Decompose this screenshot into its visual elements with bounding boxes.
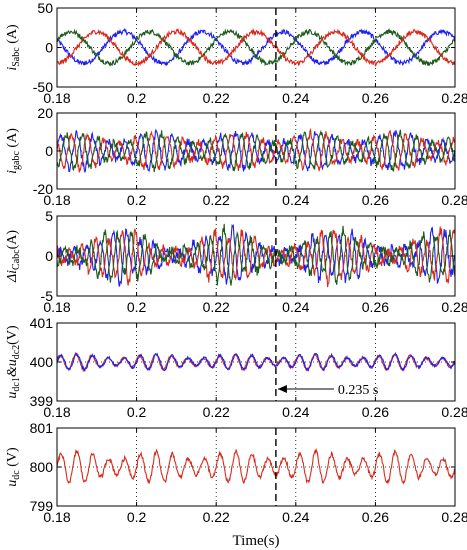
- panel-4: 399 400 401 0.18 0.2 0.22 0.24 0.26 0.28 udc1&udc…: [5, 315, 467, 420]
- y-tick-label: 399: [30, 393, 54, 409]
- y-axis-label: igabc (A): [5, 128, 22, 174]
- annotation-label: 0.235 s: [338, 383, 378, 398]
- y-label-unit: (A): [5, 24, 20, 47]
- x-tick-label: 0.28: [441, 509, 467, 525]
- x-tick-label: 0.28: [441, 404, 467, 420]
- y-label-main: u: [5, 480, 20, 487]
- y-tick-label: 0: [45, 248, 53, 264]
- y-label-unit: (A): [5, 128, 20, 151]
- y-tick-label: 20: [37, 105, 53, 121]
- series-group: [57, 448, 455, 485]
- series-group: [57, 127, 455, 174]
- y-tick-label: 50: [37, 0, 53, 16]
- series-group: [57, 223, 455, 288]
- y-tick-label: 5: [45, 208, 53, 224]
- x-tick-label: 0.18: [43, 509, 70, 525]
- y-tick-label: -20: [33, 181, 53, 197]
- y-tick-label: 799: [30, 498, 54, 514]
- x-tick-label: 0.22: [203, 192, 230, 208]
- y-label-sub: Cabc: [11, 249, 22, 270]
- x-tick-label: 0.26: [362, 90, 389, 106]
- x-tick-label: 0.2: [127, 404, 147, 420]
- y-label-main: Δi: [5, 270, 20, 283]
- x-tick-label: 0.24: [282, 192, 309, 208]
- x-tick-label: 0.18: [43, 404, 70, 420]
- x-tick-label: 0.24: [282, 299, 309, 315]
- panel-5: 799 800 801 0.18 0.2 0.22 0.24 0.26 0.28 udc (V): [5, 420, 467, 525]
- y-tick-label: 801: [30, 420, 54, 436]
- x-tick-label: 0.24: [282, 404, 309, 420]
- y-label-sub: dc: [11, 470, 22, 480]
- annotation-group: 0.235 s: [277, 383, 378, 398]
- x-tick-label: 0.24: [282, 90, 309, 106]
- y-tick-label: 800: [30, 459, 54, 475]
- x-tick-label: 0.26: [362, 299, 389, 315]
- panel-3: -5 0 5 0.18 0.2 0.22 0.24 0.26 0.28 ΔiCabc(A): [5, 208, 467, 315]
- x-tick-label: 0.2: [127, 299, 147, 315]
- y-label-sub: Sabc: [11, 47, 22, 67]
- panel-1: -50 0 50 0.18 0.2 0.22 0.24 0.26 0.28 iSabc (A): [5, 0, 467, 106]
- series-line-green: [57, 223, 455, 286]
- x-tick-label: 0.22: [203, 509, 230, 525]
- x-tick-label: 0.28: [441, 192, 467, 208]
- x-tick-label: 0.26: [362, 192, 389, 208]
- y-axis-label: udc1&udc2(V): [5, 325, 22, 399]
- x-tick-label: 0.2: [127, 192, 147, 208]
- series-line-blue: [57, 128, 455, 174]
- y-label-mid: &u: [5, 359, 20, 377]
- x-tick-label: 0.22: [203, 404, 230, 420]
- x-tick-label: 0.18: [43, 192, 70, 208]
- y-label-unit: (V): [5, 325, 20, 345]
- y-label-sub: gabc: [11, 151, 22, 170]
- x-tick-label: 0.24: [282, 509, 309, 525]
- y-label-main: i: [5, 170, 20, 174]
- series-line-red: [57, 27, 455, 67]
- y-label-unit: (V): [5, 447, 20, 470]
- plot-area: [57, 8, 455, 87]
- series-line-blue: [57, 351, 455, 372]
- series-line-red: [57, 127, 455, 173]
- y-axis-label: iSabc (A): [5, 24, 22, 71]
- x-tick-label: 0.28: [441, 299, 467, 315]
- panel-2: -20 0 20 0.18 0.2 0.22 0.24 0.26 0.28 igabc (A): [5, 105, 467, 208]
- y-tick-label: 0: [45, 143, 53, 159]
- y-tick-label: -50: [33, 79, 53, 95]
- y-label-sub: dc1: [11, 377, 22, 391]
- x-tick-label: 0.22: [203, 90, 230, 106]
- x-axis-label: Time(s): [233, 533, 280, 549]
- x-tick-label: 0.26: [362, 509, 389, 525]
- y-tick-label: 0: [45, 40, 53, 56]
- series-line-red: [57, 226, 455, 288]
- series-group: [57, 351, 455, 373]
- y-label-main: i: [5, 67, 20, 71]
- y-label-main: u: [5, 392, 20, 399]
- series-line-red: [57, 448, 455, 485]
- y-tick-label: 400: [30, 354, 54, 370]
- annotation-arrow-head: [277, 385, 287, 393]
- y-label-unit: (A): [5, 230, 20, 250]
- series-line-green: [57, 129, 455, 173]
- y-tick-label: -5: [41, 288, 54, 304]
- y-axis-label: ΔiCabc(A): [5, 230, 22, 283]
- x-tick-label: 0.22: [203, 299, 230, 315]
- y-axis-label: udc (V): [5, 447, 22, 487]
- series-line-blue: [57, 223, 455, 287]
- x-tick-label: 0.2: [127, 90, 147, 106]
- y-tick-label: 401: [30, 315, 54, 331]
- x-tick-label: 0.28: [441, 90, 467, 106]
- x-tick-label: 0.2: [127, 509, 147, 525]
- y-label-sub2: dc2: [11, 345, 22, 359]
- x-tick-label: 0.26: [362, 404, 389, 420]
- x-tick-label: 0.18: [43, 299, 70, 315]
- x-tick-label: 0.18: [43, 90, 70, 106]
- series-group: [57, 27, 455, 67]
